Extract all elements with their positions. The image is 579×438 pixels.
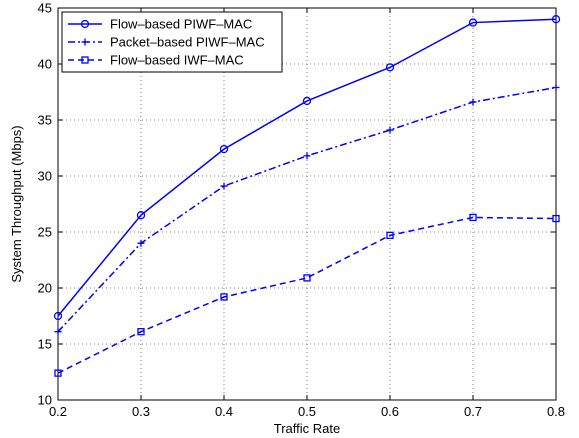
y-tick-label: 15: [38, 337, 52, 352]
legend-entry: Flow–based IWF–MAC: [68, 53, 244, 68]
legend-label: Flow–based IWF–MAC: [110, 53, 244, 68]
legend-label: Packet–based PIWF–MAC: [110, 35, 265, 50]
legend: Flow–based PIWF–MAC Packet–based PIWF–MAC…: [61, 11, 283, 73]
y-tick-label: 25: [38, 225, 52, 240]
legend-entry: Flow–based PIWF–MAC: [68, 17, 252, 32]
data-point-square: [137, 328, 145, 336]
data-point-plus: [137, 239, 145, 247]
data-point-plus: [81, 38, 89, 46]
data-point-square: [469, 213, 477, 222]
data-point-circle: [468, 18, 478, 27]
y-tick-label: 10: [38, 393, 52, 408]
y-tick-label: 20: [38, 281, 52, 296]
data-point-circle: [302, 96, 312, 106]
axis-ticks: 0.2 0.3 0.4 0.5 0.6 0.7 0.8 10 15 20 25 30 35 40 45: [38, 1, 566, 420]
y-tick-label: 45: [38, 1, 52, 16]
data-point-plus: [552, 84, 560, 92]
series-group: [53, 15, 561, 377]
data-point-plus: [54, 328, 62, 336]
legend-label: Flow–based PIWF–MAC: [110, 17, 252, 32]
data-point-plus: [469, 98, 477, 106]
series-line: [57, 216, 557, 374]
series-2: [54, 84, 560, 336]
data-point-circle: [385, 63, 395, 72]
data-point-plus: [303, 152, 311, 160]
y-axis-title: System Throughput (Mbps): [9, 125, 24, 282]
data-point-square: [552, 214, 560, 223]
data-point-circle: [80, 19, 90, 29]
series-line: [57, 18, 557, 317]
x-tick-label: 0.2: [49, 404, 67, 419]
data-point-circle: [219, 144, 229, 154]
data-point-square: [54, 369, 62, 377]
y-tick-label: 35: [38, 113, 52, 128]
x-tick-label: 0.5: [298, 404, 316, 419]
x-tick-label: 0.3: [132, 404, 150, 419]
x-tick-label: 0.4: [215, 404, 233, 419]
data-point-plus: [220, 182, 228, 190]
grid: [58, 8, 556, 400]
legend-entry: Packet–based PIWF–MAC: [68, 35, 265, 50]
y-tick-label: 40: [38, 57, 52, 72]
series-3: [54, 213, 560, 377]
data-point-circle: [551, 15, 561, 24]
x-tick-label: 0.8: [547, 404, 565, 419]
data-point-plus: [386, 126, 394, 134]
y-tick-label: 30: [38, 169, 52, 184]
data-point-circle: [53, 311, 63, 321]
data-point-circle: [136, 211, 146, 220]
x-axis-title: Traffic Rate: [274, 421, 340, 436]
x-tick-label: 0.7: [464, 404, 482, 419]
series-1: [53, 15, 561, 321]
x-tick-label: 0.6: [381, 404, 399, 419]
data-point-square: [386, 231, 394, 240]
data-point-square: [303, 274, 311, 282]
data-point-square: [81, 56, 89, 64]
data-point-square: [220, 293, 228, 301]
